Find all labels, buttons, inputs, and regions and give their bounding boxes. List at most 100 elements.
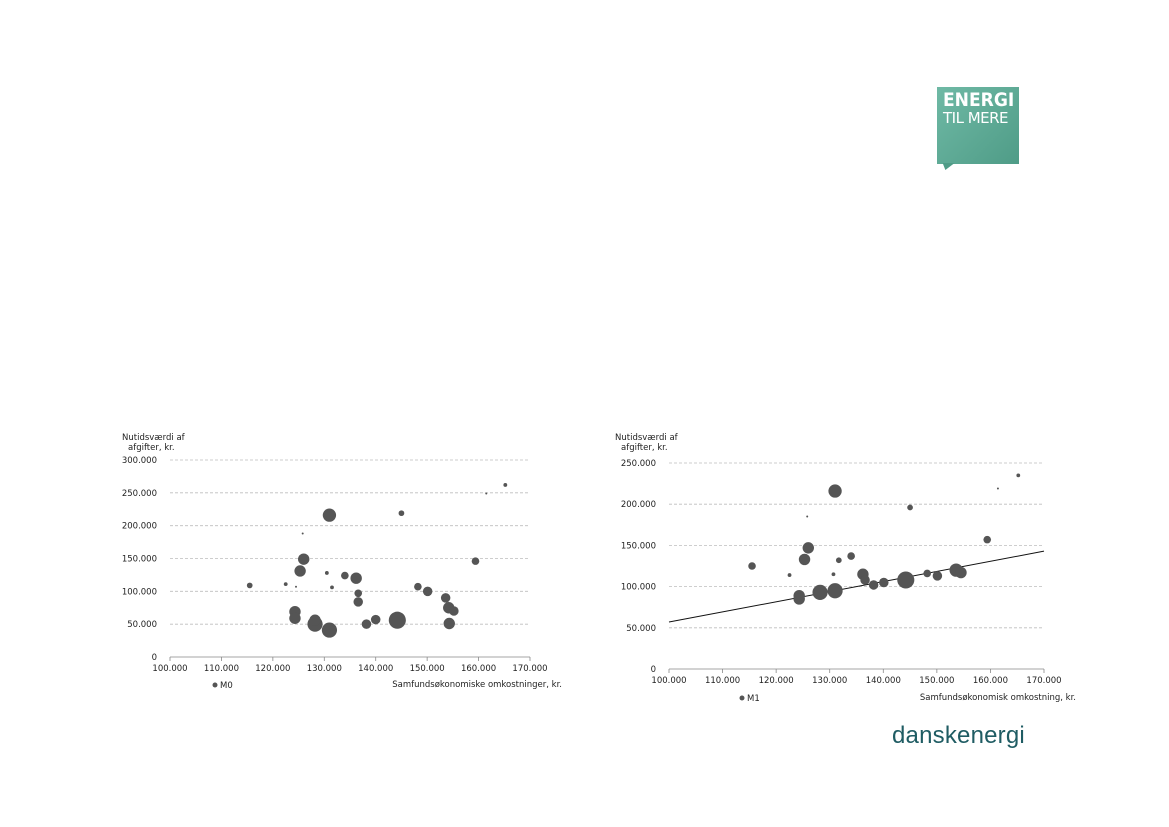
x-tick-label: 120.000 [255,664,290,674]
y-tick-label: 100.000 [621,583,656,593]
x-tick-label: 140.000 [866,676,901,686]
y-axis-title-line: Nutidsværdi af [122,433,186,443]
y-tick-label: 300.000 [122,456,157,466]
y-tick-label: 250.000 [122,489,157,499]
y-axis-title-line: Nutidsværdi af [615,433,679,443]
scatter-point [868,580,879,590]
scatter-point [923,569,932,578]
scatter-point [301,532,304,535]
scatter-point [847,552,855,560]
scatter-point [370,614,381,625]
y-axis-title-line: afgifter, kr. [128,443,175,453]
scatter-point [806,515,809,518]
scatter-chart-m0: Nutidsværdi af afgifter, kr. 0 50.000 100.00… [110,425,580,705]
scatter-point [330,585,334,590]
scatter-point [835,557,842,564]
x-tick-label: 170.000 [512,664,547,674]
scatter-point [398,510,405,517]
scatter-point [827,583,843,599]
y-tick-label: 0 [152,653,157,663]
y-tick-label: 250.000 [621,459,656,469]
y-axis-title-line: afgifter, kr. [621,443,668,453]
x-tick-label: 160.000 [973,676,1008,686]
logo-line-1: ENERGI [943,89,1015,111]
scatter-point [354,589,363,598]
scatter-point [294,565,306,577]
scatter-point [353,597,363,607]
y-tick-label: 0 [651,665,656,675]
scatter-point [802,542,814,554]
x-tick-label: 160.000 [461,664,496,674]
scatter-point [283,582,288,587]
scatter-point [422,586,433,597]
scatter-point [309,614,321,626]
y-tick-label: 50.000 [626,624,656,634]
y-tick-label: 150.000 [621,541,656,551]
scatter-point [324,571,329,575]
scatter-point [298,553,310,565]
scatter-point [485,492,488,495]
x-tick-label: 140.000 [358,664,393,674]
logo-line-2: TIL MERE [943,109,1009,127]
x-tick-label: 100.000 [152,664,187,674]
scatter-point [897,571,915,589]
x-tick-label: 130.000 [307,664,342,674]
scatter-point [449,606,459,616]
scatter-point [246,582,253,589]
scatter-point [907,504,913,511]
x-tick-label: 130.000 [812,676,847,686]
logo-speech-tail [939,163,955,170]
scatter-point [414,582,422,591]
x-tick-label: 100.000 [651,676,686,686]
danskenergi-logo-text: danskenergi [892,722,1025,749]
scatter-point [503,483,508,487]
scatter-point [748,562,756,570]
scatter-point [341,571,349,580]
x-axis-title: Samfundsøkonomiske omkostninger, kr. [392,680,562,690]
x-tick-label: 110.000 [705,676,740,686]
legend-label: M1 [747,694,760,704]
scatter-point [321,622,338,638]
scatter-point [860,575,870,585]
scatter-point [812,584,828,600]
x-tick-label: 150.000 [919,676,954,686]
scatter-point [443,617,455,630]
scatter-point [793,593,805,605]
x-tick-label: 110.000 [204,664,239,674]
scatter-point [471,557,480,565]
x-tick-label: 120.000 [759,676,794,686]
scatter-point [322,508,337,522]
scatter-chart-m1: Nutidsværdi af afgifter, kr. 0 50.000 100.00… [605,425,1095,715]
legend-label: M0 [220,681,233,691]
y-tick-label: 200.000 [122,522,157,532]
legend-marker [212,682,218,688]
scatter-point [289,612,301,624]
scatter-point [831,572,836,577]
y-tick-label: 150.000 [122,555,157,565]
scatter-point [932,571,943,581]
scatter-point [361,619,372,629]
x-tick-label: 150.000 [410,664,445,674]
scatter-point [996,487,999,490]
scatter-point [1016,473,1021,478]
scatter-point [828,484,842,498]
scatter-point [350,572,362,584]
scatter-point [879,577,889,588]
scatter-point [388,611,406,629]
scatter-point [440,593,451,603]
scatter-point [798,553,811,566]
y-tick-label: 100.000 [122,587,157,597]
scatter-point [955,566,967,579]
trendline [668,550,1045,623]
x-tick-label: 170.000 [1026,676,1061,686]
y-tick-label: 50.000 [127,620,157,630]
scatter-point [787,573,792,577]
y-tick-label: 200.000 [621,500,656,510]
energi-til-mere-logo: ENERGI TIL MERE [937,87,1019,164]
scatter-point [295,585,297,588]
scatter-point [983,535,992,544]
x-axis-title: Samfundsøkonomisk omkostning, kr. [920,693,1076,703]
legend-marker [739,695,745,701]
